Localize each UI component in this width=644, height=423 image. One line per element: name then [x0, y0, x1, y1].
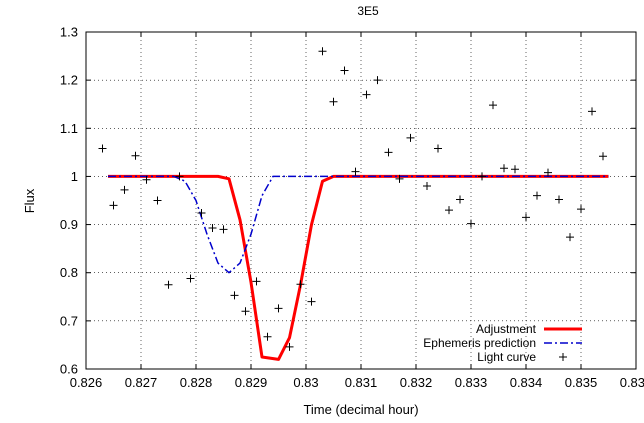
y-axis-label: Flux — [22, 188, 37, 213]
data-point — [395, 174, 404, 183]
data-point — [577, 205, 585, 214]
x-tick-label: 0.828 — [180, 375, 213, 390]
x-tick-label: 0.826 — [70, 375, 103, 390]
data-point — [478, 172, 486, 181]
series-line-ephemeris-prediction — [108, 175, 609, 274]
data-point — [351, 167, 360, 176]
data-point — [500, 164, 508, 173]
y-tick-label: 1 — [71, 169, 78, 184]
legend-label: Ephemeris prediction — [423, 336, 536, 350]
data-point — [329, 97, 338, 106]
data-point — [406, 133, 415, 142]
data-point — [588, 107, 596, 116]
y-tick-label: 1.1 — [60, 121, 78, 136]
y-tick-label: 0.9 — [60, 217, 78, 232]
data-point — [533, 191, 541, 200]
data-point — [467, 219, 475, 228]
data-point — [362, 90, 371, 99]
data-point — [566, 233, 574, 242]
x-tick-label: 0.827 — [125, 375, 158, 390]
legend-label: Light curve — [477, 350, 536, 364]
data-point — [489, 101, 497, 110]
data-point — [197, 209, 206, 218]
data-point — [544, 168, 552, 177]
axis-ticks: 0.826 0.827 0.828 0.829 0.83 0.831 0.832 0.833 0… — [60, 25, 644, 391]
legend-label: Adjustment — [476, 322, 537, 336]
x-tick-label: 0.833 — [455, 375, 488, 390]
data-point — [109, 201, 118, 210]
legend-marker — [559, 353, 567, 361]
x-tick-label: 0.835 — [565, 375, 598, 390]
x-tick-label: 0.834 — [510, 375, 543, 390]
y-tick-label: 0.8 — [60, 265, 78, 280]
data-point — [274, 304, 283, 313]
x-tick-label: 0.831 — [345, 375, 378, 390]
data-point — [230, 291, 239, 300]
data-point — [98, 144, 107, 153]
data-point — [434, 144, 442, 153]
x-tick-label: 0.829 — [235, 375, 268, 390]
x-tick-label: 0.836 — [620, 375, 644, 390]
data-point — [142, 175, 151, 184]
data-point — [555, 195, 563, 204]
data-point — [340, 66, 349, 75]
data-point — [522, 213, 530, 222]
chart-title: 3E5 — [357, 4, 379, 18]
data-point — [186, 274, 195, 283]
data-point — [164, 280, 173, 289]
data-point — [445, 206, 453, 215]
data-point — [241, 307, 250, 316]
data-point — [208, 223, 217, 232]
data-point — [373, 76, 382, 85]
data-point — [175, 172, 184, 181]
y-tick-label: 0.7 — [60, 313, 78, 328]
data-point — [285, 342, 294, 351]
y-tick-label: 1.3 — [60, 25, 78, 40]
x-axis-label: Time (decimal hour) — [303, 402, 418, 417]
data-point — [511, 165, 519, 174]
data-point — [263, 332, 272, 341]
data-point — [296, 280, 305, 289]
y-tick-label: 0.6 — [60, 362, 78, 377]
data-point — [252, 277, 261, 286]
series-line-adjustment — [108, 174, 609, 361]
data-point — [599, 152, 607, 161]
data-point — [131, 151, 140, 160]
data-point — [219, 225, 228, 234]
x-tick-label: 0.83 — [293, 375, 318, 390]
plot-area — [98, 47, 609, 361]
data-point — [120, 185, 129, 194]
data-point — [384, 148, 393, 157]
grid — [86, 32, 636, 369]
data-point — [307, 297, 316, 306]
data-point — [153, 196, 162, 205]
data-point — [423, 182, 431, 191]
data-point — [318, 47, 327, 56]
data-point — [456, 195, 464, 204]
x-tick-label: 0.832 — [400, 375, 433, 390]
y-tick-label: 1.2 — [60, 73, 78, 88]
